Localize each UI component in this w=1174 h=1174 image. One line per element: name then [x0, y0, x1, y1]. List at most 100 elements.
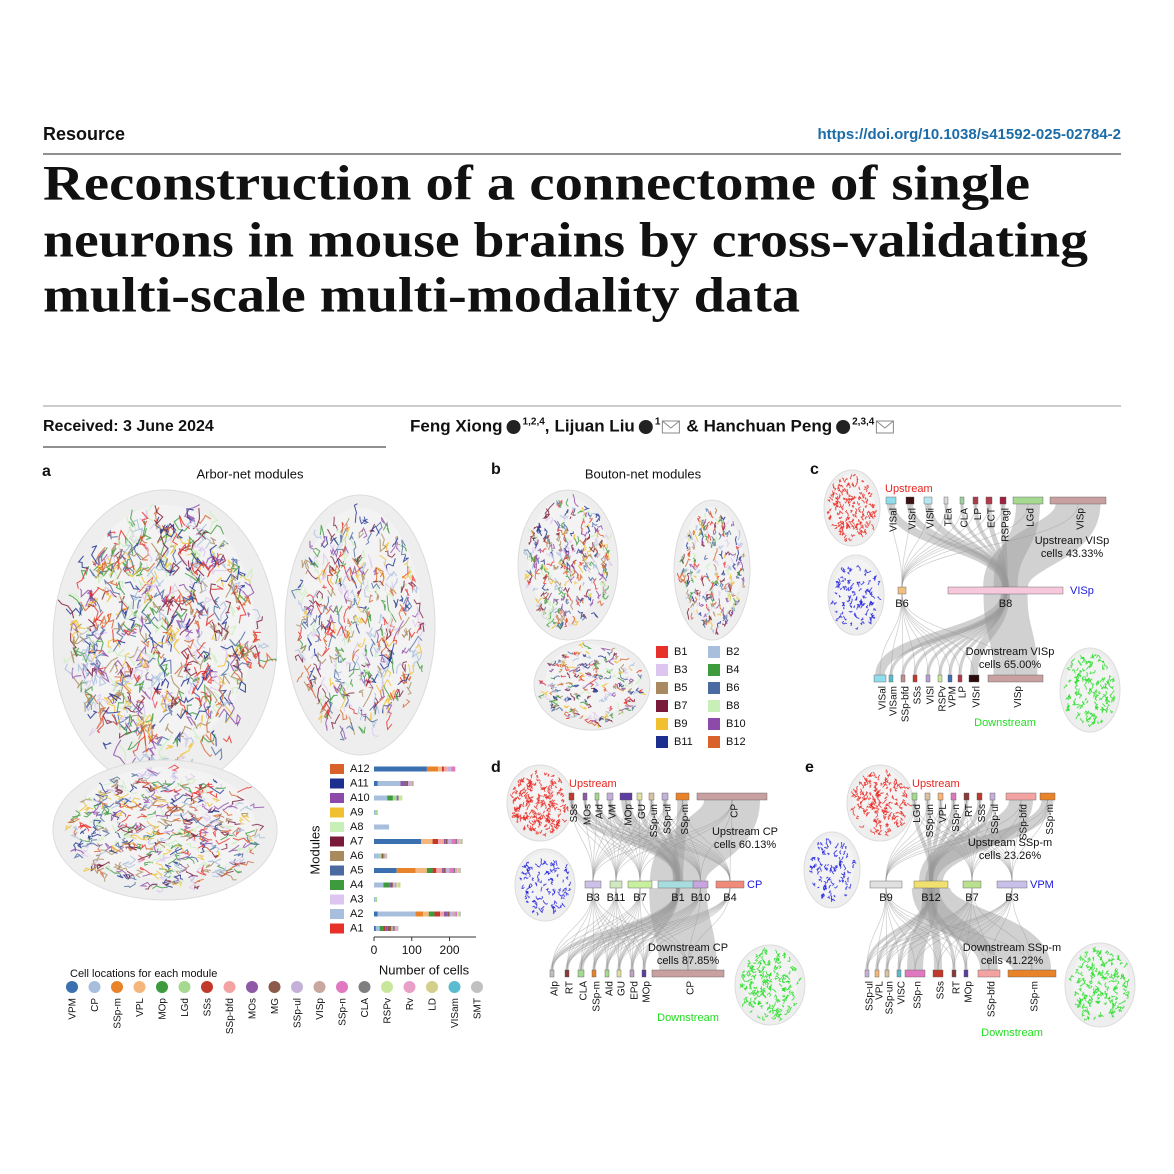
- neuron-trace: [844, 534, 847, 539]
- neuron-trace: [833, 868, 836, 872]
- neuron-trace: [133, 589, 141, 601]
- bar-segment: [459, 839, 461, 844]
- neuron-trace: [578, 573, 583, 582]
- flow-link: [615, 887, 645, 971]
- neuron-trace: [113, 689, 122, 704]
- neuron-trace: [355, 574, 363, 590]
- neuron-trace: [349, 679, 353, 687]
- neuron-trace: [636, 669, 642, 674]
- neuron-trace: [220, 866, 235, 878]
- bar-segment: [375, 926, 380, 931]
- neuron-trace: [561, 902, 566, 908]
- downstream-node: [616, 969, 622, 978]
- neuron-trace: [861, 499, 865, 504]
- neuron-trace: [725, 550, 731, 556]
- legend-marker: [448, 981, 461, 993]
- neuron-trace: [564, 580, 570, 587]
- neuron-trace: [237, 593, 247, 603]
- flow-link: [569, 799, 680, 882]
- neuron-trace: [196, 870, 207, 876]
- neuron-trace: [86, 597, 99, 607]
- neuron-trace: [689, 591, 694, 599]
- neuron-trace: [560, 521, 565, 529]
- flow-link: [621, 799, 683, 882]
- neuron-trace: [553, 675, 560, 680]
- neuron-trace: [703, 554, 708, 561]
- downstream-node: [873, 674, 887, 683]
- neuron-trace: [96, 656, 119, 677]
- neuron-trace: [256, 616, 264, 630]
- neuron-trace: [167, 853, 180, 865]
- neuron-trace: [595, 513, 601, 519]
- bar-segment: [434, 911, 441, 917]
- neuron-trace: [95, 793, 105, 798]
- neuron-trace: [330, 547, 339, 558]
- neuron-trace: [180, 835, 192, 842]
- neuron-trace: [686, 546, 691, 552]
- neuron-trace: [408, 664, 415, 676]
- flow-link: [617, 887, 680, 971]
- neuron-trace: [201, 523, 212, 549]
- neuron-trace: [1074, 698, 1077, 702]
- neuron-trace: [547, 787, 553, 791]
- neuron-trace: [238, 680, 247, 694]
- neuron-trace: [777, 1013, 782, 1018]
- neuron-trace: [109, 849, 118, 854]
- legend-label: B6: [726, 682, 739, 694]
- neuron-trace: [773, 970, 776, 973]
- neuron-trace: [871, 798, 876, 803]
- neuron-trace: [593, 564, 599, 570]
- neuron-trace: [78, 803, 88, 813]
- neuron-trace: [252, 630, 261, 637]
- neuron-trace: [560, 674, 567, 678]
- neuron-trace: [543, 823, 548, 828]
- neuron-trace: [72, 636, 85, 645]
- neuron-trace: [542, 513, 550, 520]
- neuron-trace: [549, 517, 554, 526]
- neuron-trace: [1096, 654, 1102, 659]
- bar-segment: [374, 839, 422, 844]
- downstream-node: [932, 969, 944, 978]
- neuron-trace: [70, 650, 77, 664]
- neuron-trace: [781, 986, 787, 991]
- cell-fraction-note: cells 87.85%: [657, 955, 720, 967]
- neuron-trace: [212, 565, 228, 575]
- neuron-trace: [173, 638, 181, 655]
- y-tick-label: A2: [350, 908, 363, 920]
- neuron-trace: [542, 793, 547, 798]
- bar-segment: [438, 839, 444, 844]
- neuron-trace: [594, 527, 599, 534]
- flow-link: [971, 887, 1033, 971]
- neuron-trace: [846, 483, 850, 488]
- neuron-trace: [156, 814, 169, 820]
- neuron-trace: [765, 978, 770, 984]
- neuron-trace: [154, 841, 166, 846]
- neuron-trace: [196, 835, 207, 844]
- neuron-trace: [95, 635, 104, 652]
- neuron-trace: [564, 688, 571, 692]
- neuron-trace: [742, 970, 745, 974]
- neuron-trace: [180, 622, 184, 629]
- neuron-trace: [856, 530, 861, 535]
- neuron-trace: [192, 723, 200, 740]
- neuron-trace: [860, 617, 864, 621]
- flow-link: [929, 799, 995, 882]
- brain-image: [533, 639, 651, 731]
- neuron-trace: [576, 548, 583, 555]
- neuron-trace: [392, 578, 398, 590]
- neuron-trace: [693, 565, 698, 570]
- neuron-trace: [111, 845, 118, 854]
- neuron-trace: [69, 814, 81, 824]
- neuron-trace: [163, 870, 175, 879]
- neuron-trace: [724, 564, 731, 569]
- neuron-trace: [413, 599, 424, 619]
- bar-segment: [457, 868, 459, 873]
- neuron-trace: [168, 832, 183, 840]
- neuron-trace: [840, 521, 844, 525]
- neuron-trace: [141, 785, 154, 793]
- neuron-trace: [528, 795, 533, 801]
- neuron-trace: [1097, 949, 1101, 954]
- module-node: [897, 586, 907, 595]
- neuron-trace: [175, 613, 188, 630]
- neuron-trace: [296, 672, 304, 683]
